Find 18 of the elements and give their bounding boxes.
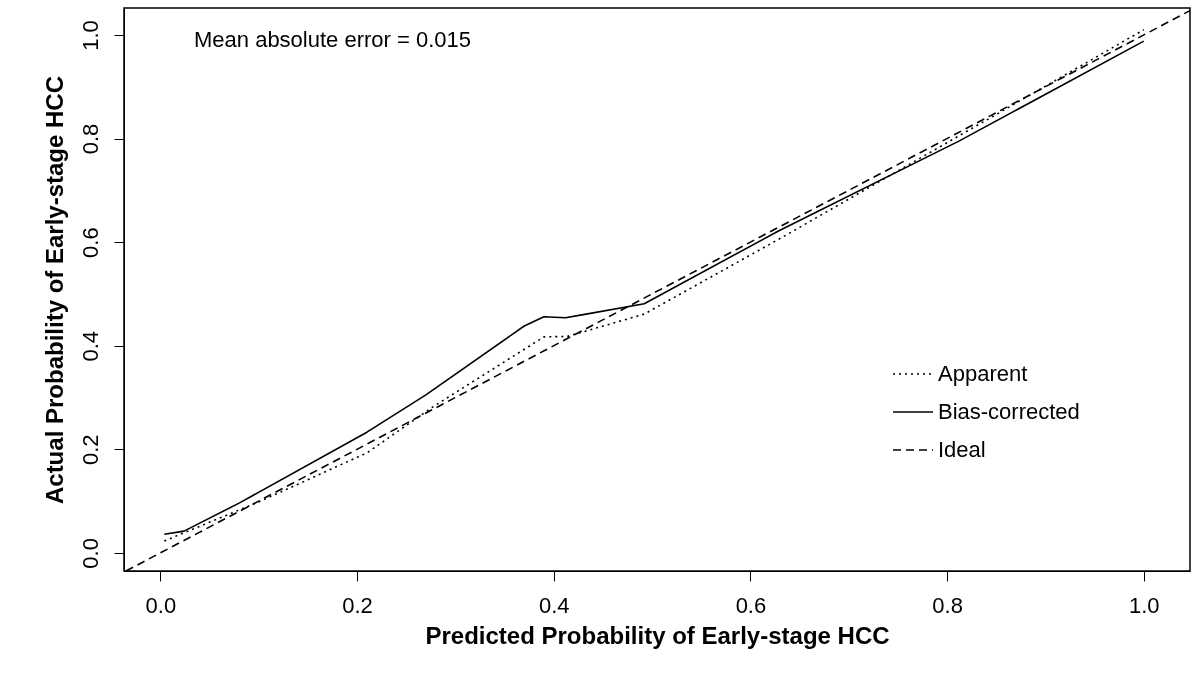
x-tick-label: 0.4 bbox=[538, 592, 570, 618]
legend-label: Bias-corrected bbox=[938, 399, 1080, 424]
legend-label: Ideal bbox=[938, 437, 986, 462]
x-tick-label: 1.0 bbox=[1128, 592, 1160, 618]
y-tick-label: 0.4 bbox=[77, 330, 103, 362]
y-axis-title: Actual Probability of Early-stage HCC bbox=[40, 75, 68, 505]
y-tick-label: 0.6 bbox=[77, 227, 103, 258]
y-tick-label: 1.0 bbox=[77, 20, 103, 51]
y-tick-label: 0.2 bbox=[77, 434, 103, 466]
y-tick-label: 0.0 bbox=[77, 538, 103, 569]
x-tick-label: 0.2 bbox=[342, 592, 373, 618]
x-tick-label: 0.8 bbox=[932, 592, 963, 618]
y-tick-label: 0.8 bbox=[77, 123, 103, 155]
x-tick-label: 0.6 bbox=[735, 592, 767, 618]
x-tick-label: 0.0 bbox=[145, 592, 177, 618]
legend-label: Apparent bbox=[938, 361, 1028, 386]
x-axis-title: Predicted Probability of Early-stage HCC bbox=[425, 621, 890, 649]
annotation: Mean absolute error = 0.015 bbox=[194, 27, 472, 52]
